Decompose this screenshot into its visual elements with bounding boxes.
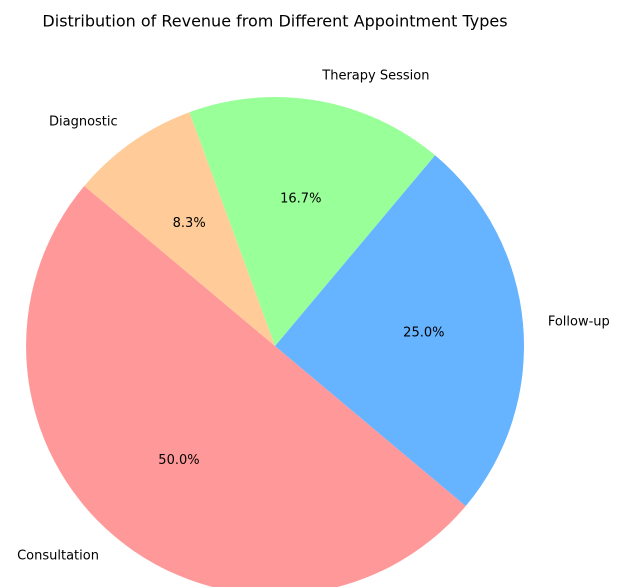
pie-slice — [189, 97, 436, 346]
value-label: 25.0% — [403, 325, 444, 340]
slice-label: Consultation — [17, 548, 99, 563]
pie-slice — [275, 155, 524, 507]
value-label: 50.0% — [158, 453, 199, 468]
pie-slice — [26, 185, 466, 587]
slice-label: Therapy Session — [321, 69, 429, 84]
chart-title: Distribution of Revenue from Different A… — [42, 12, 507, 31]
value-label: 8.3% — [173, 216, 206, 231]
slice-label: Diagnostic — [49, 114, 118, 129]
value-label: 16.7% — [280, 191, 321, 206]
slice-label: Follow-up — [548, 315, 610, 330]
pie-slice — [84, 112, 275, 346]
